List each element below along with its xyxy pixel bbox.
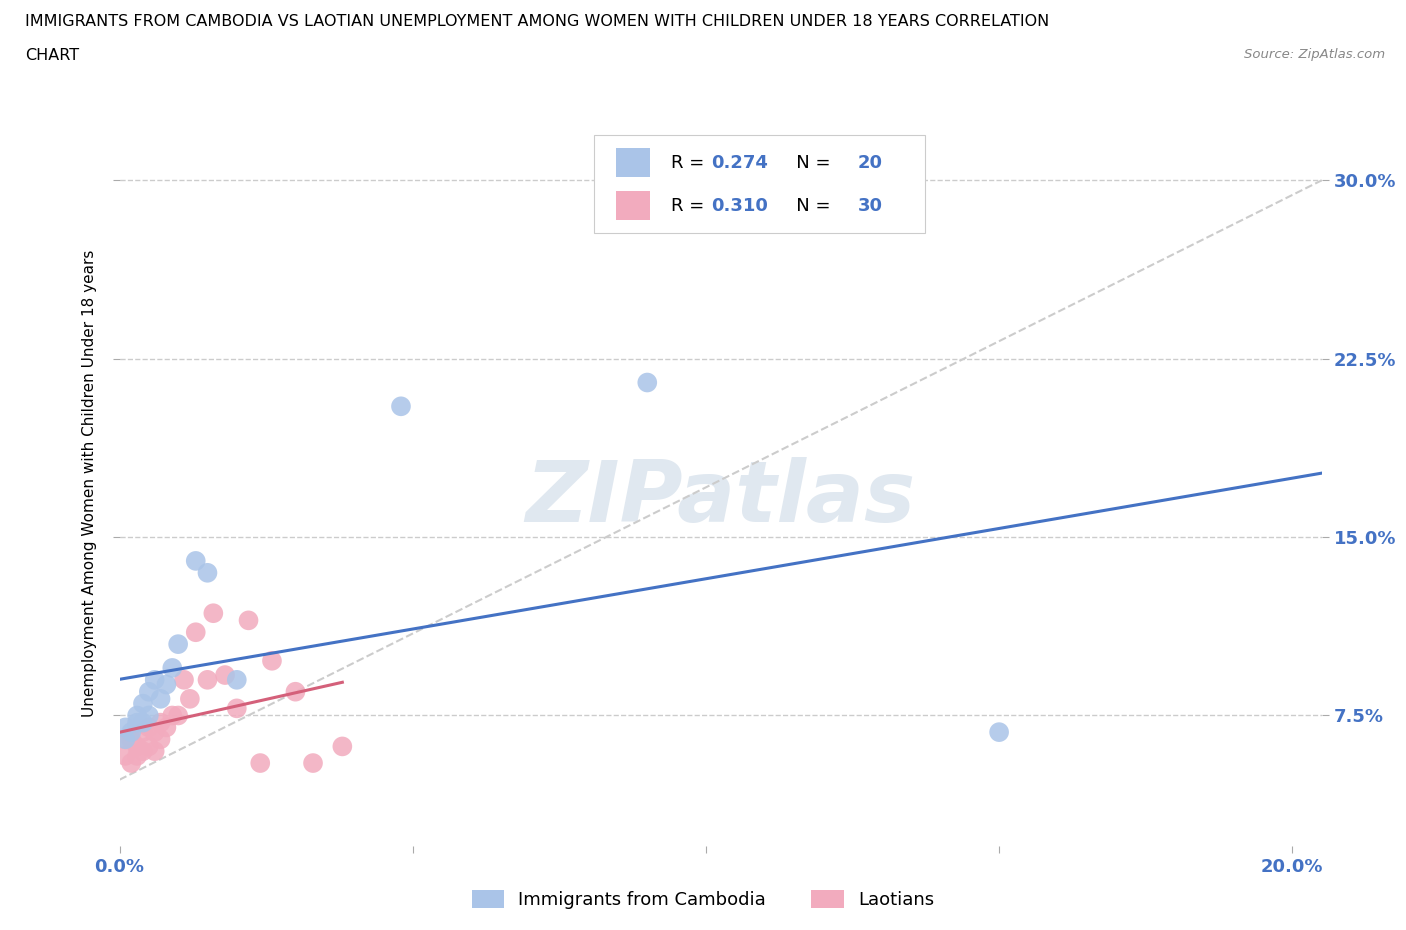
Text: R =: R =: [671, 154, 710, 172]
Point: [149, 732, 172, 747]
Point: [214, 668, 236, 683]
Text: 0.310: 0.310: [711, 197, 768, 215]
Point: [138, 684, 160, 699]
Point: [127, 715, 149, 730]
Point: [225, 672, 247, 687]
Point: [138, 720, 160, 735]
Point: [132, 744, 155, 759]
Point: [202, 605, 225, 620]
Point: [132, 724, 155, 739]
Point: [179, 691, 201, 706]
Text: CHART: CHART: [25, 48, 79, 63]
Legend: Immigrants from Cambodia, Laotians: Immigrants from Cambodia, Laotians: [464, 883, 942, 916]
Point: [225, 701, 247, 716]
Text: R =: R =: [671, 197, 710, 215]
Point: [114, 720, 136, 735]
Point: [167, 637, 190, 652]
Point: [184, 625, 207, 640]
Point: [155, 720, 177, 735]
Point: [114, 732, 136, 747]
Point: [155, 677, 177, 692]
Text: ZIPatlas: ZIPatlas: [526, 457, 915, 539]
Point: [143, 744, 166, 759]
Point: [249, 755, 271, 770]
Text: 30: 30: [858, 197, 883, 215]
Point: [302, 755, 325, 770]
Point: [988, 724, 1011, 739]
FancyBboxPatch shape: [616, 192, 650, 220]
Point: [636, 375, 658, 390]
Text: 20: 20: [858, 154, 883, 172]
FancyBboxPatch shape: [616, 149, 650, 178]
Point: [197, 672, 219, 687]
Point: [138, 708, 160, 723]
Point: [184, 553, 207, 568]
Point: [132, 697, 155, 711]
Point: [162, 660, 184, 675]
Text: Source: ZipAtlas.com: Source: ZipAtlas.com: [1244, 48, 1385, 61]
Point: [330, 739, 353, 754]
Point: [149, 715, 172, 730]
Point: [127, 739, 149, 754]
Point: [167, 708, 190, 723]
Point: [114, 749, 136, 764]
Point: [162, 708, 184, 723]
Point: [284, 684, 307, 699]
Point: [120, 732, 142, 747]
Point: [138, 739, 160, 754]
Point: [260, 654, 283, 669]
Text: N =: N =: [779, 197, 837, 215]
Point: [143, 724, 166, 739]
Point: [389, 399, 412, 414]
Point: [120, 755, 142, 770]
Point: [127, 749, 149, 764]
Point: [197, 565, 219, 580]
Point: [143, 672, 166, 687]
Text: IMMIGRANTS FROM CAMBODIA VS LAOTIAN UNEMPLOYMENT AMONG WOMEN WITH CHILDREN UNDER: IMMIGRANTS FROM CAMBODIA VS LAOTIAN UNEM…: [25, 14, 1049, 29]
Point: [132, 715, 155, 730]
Y-axis label: Unemployment Among Women with Children Under 18 years: Unemployment Among Women with Children U…: [82, 250, 97, 717]
Point: [120, 724, 142, 739]
Point: [173, 672, 195, 687]
FancyBboxPatch shape: [595, 136, 925, 233]
Text: N =: N =: [779, 154, 837, 172]
Point: [114, 732, 136, 747]
Point: [149, 691, 172, 706]
Point: [127, 708, 149, 723]
Point: [238, 613, 260, 628]
Text: 0.274: 0.274: [711, 154, 768, 172]
